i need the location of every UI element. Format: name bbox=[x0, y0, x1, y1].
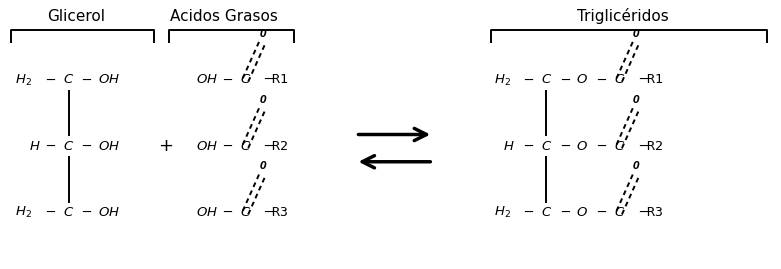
Text: O: O bbox=[633, 161, 640, 171]
Text: ─R1: ─R1 bbox=[264, 73, 288, 87]
Text: ─: ─ bbox=[524, 206, 532, 219]
Text: $\it{H}$$_2$: $\it{H}$$_2$ bbox=[494, 205, 512, 220]
Text: $\it{C}$: $\it{C}$ bbox=[63, 206, 74, 219]
Text: $\it{C}$: $\it{C}$ bbox=[240, 140, 251, 153]
Text: $\it{O}$: $\it{O}$ bbox=[576, 206, 588, 219]
Text: ─: ─ bbox=[82, 73, 90, 87]
Text: $\it{H}$: $\it{H}$ bbox=[503, 140, 515, 153]
Text: ─: ─ bbox=[82, 140, 90, 153]
Text: $\it{C}$: $\it{C}$ bbox=[63, 73, 74, 87]
Text: $\it{OH}$: $\it{OH}$ bbox=[196, 73, 218, 87]
Text: ─: ─ bbox=[46, 140, 54, 153]
Text: ─: ─ bbox=[597, 206, 604, 219]
Text: ─: ─ bbox=[524, 73, 532, 87]
Text: O: O bbox=[259, 161, 266, 171]
Text: Glicerol: Glicerol bbox=[48, 9, 105, 24]
Text: ─: ─ bbox=[82, 206, 90, 219]
Text: ─R3: ─R3 bbox=[264, 206, 288, 219]
Text: $\it{C}$: $\it{C}$ bbox=[614, 73, 625, 87]
Text: O: O bbox=[259, 29, 266, 39]
Text: ─: ─ bbox=[223, 73, 231, 87]
Text: O: O bbox=[633, 95, 640, 105]
Text: ─: ─ bbox=[597, 140, 604, 153]
Text: O: O bbox=[259, 95, 266, 105]
Text: $\it{H}$$_2$: $\it{H}$$_2$ bbox=[15, 205, 32, 220]
Text: ─R2: ─R2 bbox=[640, 140, 663, 153]
Text: $\it{C}$: $\it{C}$ bbox=[614, 206, 625, 219]
Text: ─: ─ bbox=[46, 206, 54, 219]
Text: ─: ─ bbox=[561, 73, 569, 87]
Text: ─: ─ bbox=[223, 140, 231, 153]
Text: $\it{O}$: $\it{O}$ bbox=[576, 140, 588, 153]
Text: +: + bbox=[158, 137, 173, 155]
Text: $\it{OH}$: $\it{OH}$ bbox=[98, 140, 120, 153]
Text: $\it{H}$$_2$: $\it{H}$$_2$ bbox=[494, 72, 512, 87]
Text: ─R2: ─R2 bbox=[264, 140, 288, 153]
Text: ─: ─ bbox=[524, 140, 532, 153]
Text: Acidos Grasos: Acidos Grasos bbox=[169, 9, 278, 24]
Text: ─: ─ bbox=[597, 73, 604, 87]
Text: O: O bbox=[633, 29, 640, 39]
Text: ─R1: ─R1 bbox=[640, 73, 663, 87]
Text: ─: ─ bbox=[223, 206, 231, 219]
Text: $\it{C}$: $\it{C}$ bbox=[540, 73, 552, 87]
Text: Triglicéridos: Triglicéridos bbox=[577, 8, 669, 24]
Text: $\it{C}$: $\it{C}$ bbox=[540, 140, 552, 153]
Text: $\it{OH}$: $\it{OH}$ bbox=[98, 206, 120, 219]
Text: $\it{C}$: $\it{C}$ bbox=[240, 73, 251, 87]
Text: ─R3: ─R3 bbox=[640, 206, 663, 219]
Text: $\it{H}$$_2$: $\it{H}$$_2$ bbox=[15, 72, 32, 87]
Text: $\it{C}$: $\it{C}$ bbox=[540, 206, 552, 219]
Text: $\it{OH}$: $\it{OH}$ bbox=[196, 206, 218, 219]
Text: ─: ─ bbox=[561, 140, 569, 153]
Text: $\it{C}$: $\it{C}$ bbox=[63, 140, 74, 153]
Text: $\it{C}$: $\it{C}$ bbox=[614, 140, 625, 153]
Text: ─: ─ bbox=[561, 206, 569, 219]
Text: $\it{C}$: $\it{C}$ bbox=[240, 206, 251, 219]
Text: $\it{OH}$: $\it{OH}$ bbox=[98, 73, 120, 87]
Text: $\it{H}$: $\it{H}$ bbox=[29, 140, 41, 153]
Text: ─: ─ bbox=[46, 73, 54, 87]
Text: $\it{OH}$: $\it{OH}$ bbox=[196, 140, 218, 153]
Text: $\it{O}$: $\it{O}$ bbox=[576, 73, 588, 87]
